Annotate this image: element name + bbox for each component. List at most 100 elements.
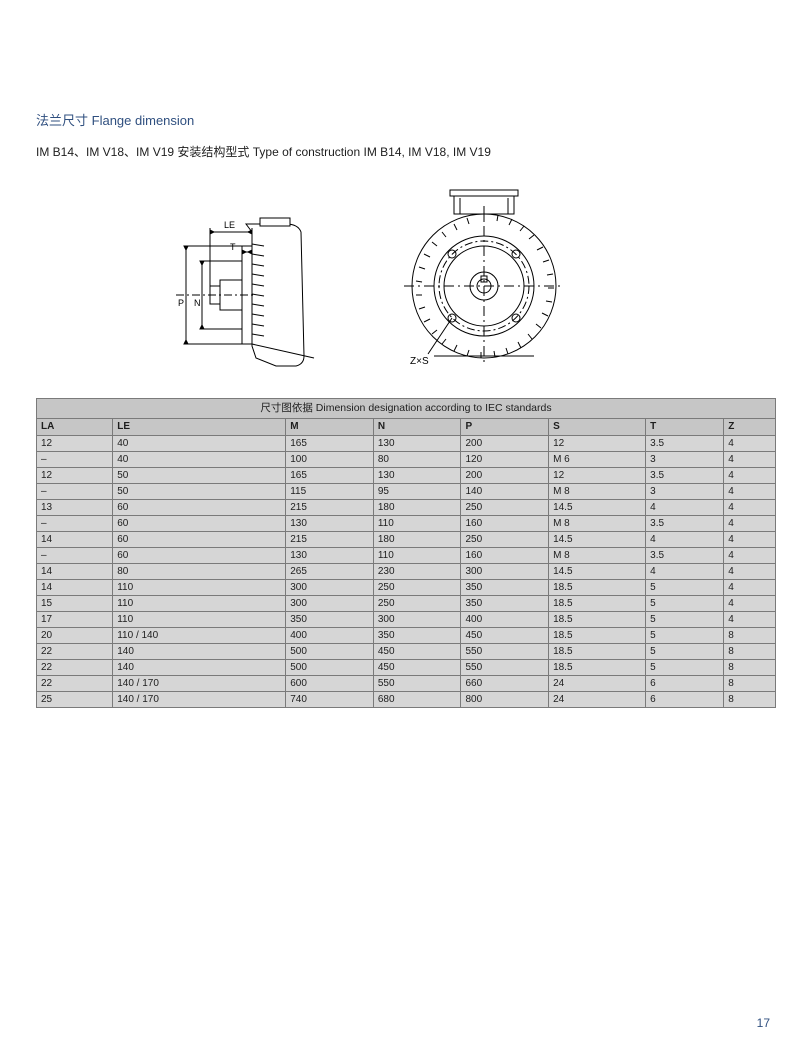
table-cell: 24: [549, 692, 646, 708]
table-cell: 15: [37, 596, 113, 612]
table-cell: 300: [286, 596, 374, 612]
table-cell: 100: [286, 452, 374, 468]
table-cell: 4: [724, 516, 776, 532]
table-cell: 550: [373, 676, 461, 692]
table-cell: 4: [724, 484, 776, 500]
table-cell: –: [37, 484, 113, 500]
table-cell: 215: [286, 500, 374, 516]
dim-label-t: T: [230, 242, 236, 252]
col-header: M: [286, 419, 374, 436]
table-cell: 4: [724, 580, 776, 596]
table-cell: 14: [37, 564, 113, 580]
table-cell: 18.5: [549, 580, 646, 596]
subtitle-cn: 安装结构型式: [177, 145, 249, 159]
table-cell: 18.5: [549, 596, 646, 612]
table-cell: 160: [461, 516, 549, 532]
table-row: 25140 / 1707406808002468: [37, 692, 776, 708]
table-cell: 14.5: [549, 532, 646, 548]
table-cell: 17: [37, 612, 113, 628]
table-cell: 110: [373, 516, 461, 532]
table-cell: 110: [113, 580, 286, 596]
table-cell: 4: [724, 532, 776, 548]
table-cell: M 8: [549, 548, 646, 564]
table-cell: 6: [646, 692, 724, 708]
table-caption-en: Dimension designation according to IEC s…: [316, 402, 552, 414]
table-cell: –: [37, 452, 113, 468]
table-cell: 550: [461, 660, 549, 676]
table-cell: 800: [461, 692, 549, 708]
subtitle-prefix: IM B14、IM V18、IM V19: [36, 145, 174, 159]
table-cell: 350: [286, 612, 374, 628]
dim-label-zs: Z×S: [410, 356, 429, 367]
table-cell: 400: [461, 612, 549, 628]
col-header: Z: [724, 419, 776, 436]
title-cn: 法兰尺寸: [36, 113, 88, 128]
table-cell: 60: [113, 532, 286, 548]
table-cell: 3: [646, 484, 724, 500]
table-cell: 250: [373, 580, 461, 596]
table-cell: 400: [286, 628, 374, 644]
table-cell: 22: [37, 676, 113, 692]
table-caption-row: 尺寸图依据 Dimension designation according to…: [37, 399, 776, 419]
col-header: N: [373, 419, 461, 436]
table-cell: 40: [113, 436, 286, 452]
table-cell: 3: [646, 452, 724, 468]
table-cell: 215: [286, 532, 374, 548]
table-cell: 95: [373, 484, 461, 500]
table-cell: 18.5: [549, 612, 646, 628]
subtitle-en: Type of construction IM B14, IM V18, IM …: [253, 145, 491, 159]
table-cell: 500: [286, 660, 374, 676]
table-cell: 200: [461, 436, 549, 452]
table-cell: M 8: [549, 516, 646, 532]
table-cell: 80: [373, 452, 461, 468]
table-caption: 尺寸图依据 Dimension designation according to…: [37, 399, 776, 419]
table-cell: 350: [461, 596, 549, 612]
table-cell: 60: [113, 516, 286, 532]
table-caption-cn: 尺寸图依据: [260, 402, 313, 414]
table-cell: 8: [724, 676, 776, 692]
table-cell: 12: [549, 468, 646, 484]
table-cell: 265: [286, 564, 374, 580]
table-cell: 140: [113, 660, 286, 676]
table-cell: 165: [286, 468, 374, 484]
table-cell: 130: [286, 548, 374, 564]
table-cell: 110 / 140: [113, 628, 286, 644]
table-row: 2214050045055018.558: [37, 660, 776, 676]
table-cell: 18.5: [549, 660, 646, 676]
page: 法兰尺寸 Flange dimension IM B14、IM V18、IM V…: [0, 0, 794, 1058]
table-cell: 14.5: [549, 564, 646, 580]
table-cell: 140 / 170: [113, 692, 286, 708]
table-cell: 115: [286, 484, 374, 500]
flange-front-view-diagram: Z×S: [374, 186, 594, 376]
table-cell: 4: [724, 548, 776, 564]
table-cell: 8: [724, 660, 776, 676]
table-cell: 8: [724, 692, 776, 708]
table-cell: 200: [461, 468, 549, 484]
table-cell: 740: [286, 692, 374, 708]
table-cell: 5: [646, 660, 724, 676]
table-cell: 4: [724, 468, 776, 484]
table-row: 146021518025014.544: [37, 532, 776, 548]
table-cell: 12: [37, 436, 113, 452]
table-cell: 4: [646, 532, 724, 548]
table-cell: 250: [373, 596, 461, 612]
table-row: 148026523030014.544: [37, 564, 776, 580]
table-cell: 8: [724, 628, 776, 644]
table-cell: 5: [646, 628, 724, 644]
table-cell: 3.5: [646, 436, 724, 452]
table-cell: 5: [646, 644, 724, 660]
table-cell: 25: [37, 692, 113, 708]
content-area: 法兰尺寸 Flange dimension IM B14、IM V18、IM V…: [36, 110, 776, 708]
table-cell: M 8: [549, 484, 646, 500]
table-cell: 140: [113, 644, 286, 660]
table-cell: 110: [373, 548, 461, 564]
table-cell: 5: [646, 580, 724, 596]
table-cell: 660: [461, 676, 549, 692]
table-cell: 4: [724, 436, 776, 452]
table-cell: 8: [724, 644, 776, 660]
table-row: 1240165130200123.54: [37, 436, 776, 452]
table-cell: 4: [724, 564, 776, 580]
table-cell: 13: [37, 500, 113, 516]
table-cell: 350: [373, 628, 461, 644]
col-header: LE: [113, 419, 286, 436]
